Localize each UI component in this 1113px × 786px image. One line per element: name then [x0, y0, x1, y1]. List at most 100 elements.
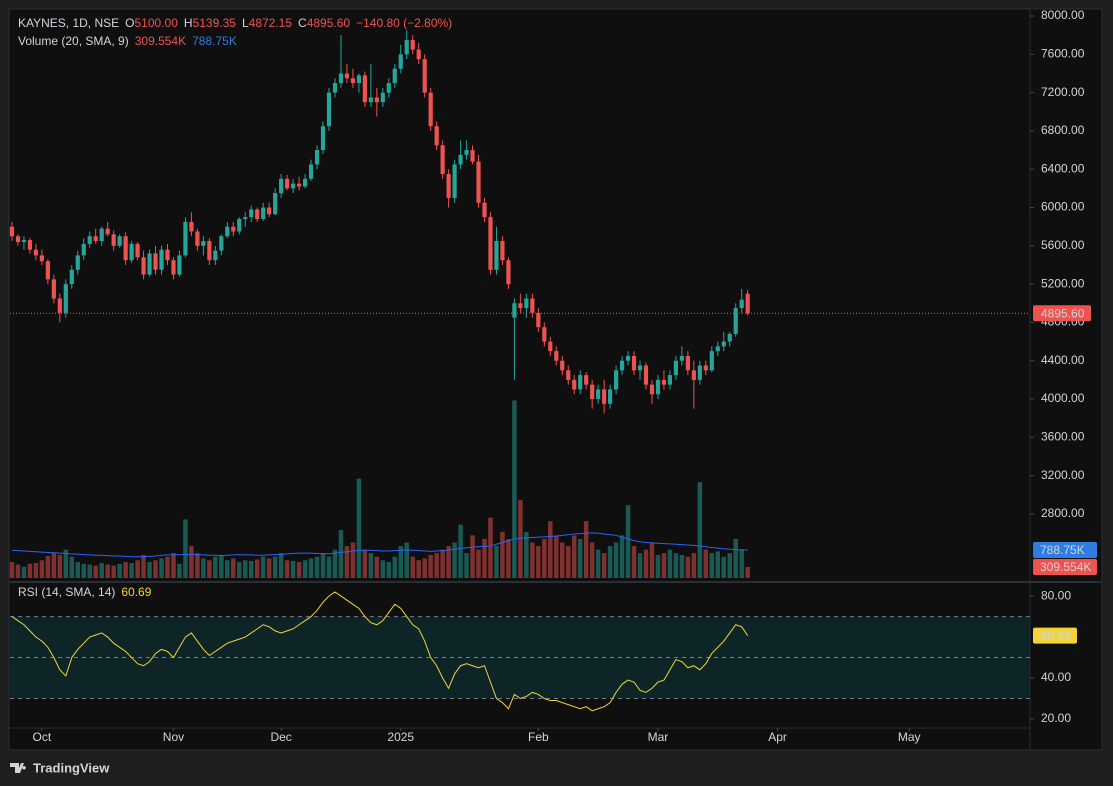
volume-bar	[565, 546, 571, 578]
volume-bar	[362, 549, 368, 578]
candle-body	[566, 370, 571, 380]
last-price-badge	[1033, 305, 1091, 322]
candle-body	[314, 150, 320, 165]
y-tick-label: 6800.00	[1041, 123, 1085, 137]
volume-bar	[697, 482, 703, 578]
candle-body	[296, 183, 302, 187]
volume-bar	[93, 565, 98, 578]
volume-badge	[1033, 559, 1097, 576]
c-label: C	[298, 16, 307, 30]
volume-bar	[452, 542, 457, 578]
volume-bar	[308, 558, 314, 578]
y-tick-label: 4000.00	[1041, 391, 1085, 405]
volume-bar	[350, 542, 356, 578]
candle-body	[560, 360, 565, 371]
candle-body	[81, 243, 86, 256]
volume-bar	[117, 563, 122, 578]
volume-bar	[536, 546, 541, 578]
volume-bar	[571, 535, 577, 578]
volume-bar	[392, 556, 398, 578]
candle-body	[733, 308, 738, 334]
candle-body	[709, 351, 714, 371]
candle-body	[344, 73, 350, 79]
volume-bar	[374, 556, 380, 578]
candle-body	[45, 261, 50, 280]
volume-bar	[290, 560, 296, 578]
x-tick-label: Nov	[163, 730, 184, 744]
candle-body	[542, 327, 547, 342]
x-tick-label: 2025	[387, 730, 414, 744]
volume-bar	[464, 553, 469, 578]
volume-bar	[542, 538, 547, 578]
candle-body	[33, 249, 38, 256]
brand: TradingView	[33, 760, 110, 775]
candle-body	[374, 97, 379, 103]
candle-body	[697, 365, 702, 380]
candle-body	[105, 228, 110, 235]
volume-bar	[386, 562, 392, 578]
volume-bar	[530, 542, 535, 578]
volume-bar	[123, 562, 128, 578]
volume-bar	[518, 499, 523, 578]
candle-body	[416, 49, 421, 60]
y-tick-label: 6400.00	[1041, 161, 1085, 175]
candle-body	[99, 228, 104, 242]
candle-body	[219, 236, 224, 251]
x-tick-label: Oct	[33, 730, 52, 744]
volume-bar	[189, 546, 194, 578]
candle-body	[506, 260, 511, 285]
volume-bar	[613, 542, 619, 578]
volume-bar	[27, 563, 33, 578]
candle-body	[488, 217, 493, 270]
candle-body	[476, 161, 481, 203]
x-tick-label: Dec	[270, 730, 291, 744]
candle-body	[326, 92, 332, 127]
candle-body	[434, 126, 439, 146]
candle-body	[631, 355, 637, 371]
volume-bar	[278, 553, 284, 578]
x-tick-label: Feb	[528, 730, 549, 744]
volume-bar	[356, 478, 362, 578]
volume-bar	[254, 559, 260, 578]
symbol: KAYNES, 1D, NSE	[18, 16, 119, 30]
candle-body	[440, 145, 445, 175]
volume-bar	[548, 521, 553, 578]
y-tick-label: 3200.00	[1041, 468, 1085, 482]
volume-bar	[494, 546, 499, 578]
candle-body	[302, 178, 308, 187]
candle-body	[231, 226, 236, 232]
candle-body	[225, 226, 230, 237]
volume-bar	[135, 560, 140, 578]
volume-bar	[601, 553, 607, 578]
volume-bar	[207, 560, 212, 578]
candle-body	[362, 75, 367, 103]
candle-body	[153, 253, 158, 270]
candle-body	[350, 78, 356, 84]
rsi-badge-label: 60.69	[1041, 629, 1071, 643]
candle-body	[679, 355, 684, 361]
candle-body	[87, 236, 92, 244]
volume-bar	[266, 558, 272, 578]
candle-body	[703, 365, 708, 371]
volume-bar	[129, 563, 134, 578]
volume-bar	[183, 519, 188, 578]
candle-body	[500, 241, 505, 261]
volume-bar	[577, 538, 583, 578]
volume-bar	[727, 553, 732, 578]
volume-bar	[57, 554, 63, 578]
candle-body	[685, 355, 690, 371]
candle-body	[482, 202, 487, 218]
candle-body	[458, 154, 463, 165]
volume-bar	[225, 560, 230, 578]
candle-body	[51, 279, 56, 299]
volume-badge-label: 788.75K	[1040, 543, 1085, 557]
candle-body	[464, 150, 469, 155]
volume-bar	[691, 553, 697, 578]
volume-bar	[637, 553, 643, 578]
candle-body	[667, 375, 673, 385]
candle-body	[237, 219, 242, 232]
volume-bar	[739, 549, 744, 578]
volume-bar	[243, 560, 248, 578]
candle-body	[578, 375, 583, 390]
candle-body	[745, 293, 750, 314]
